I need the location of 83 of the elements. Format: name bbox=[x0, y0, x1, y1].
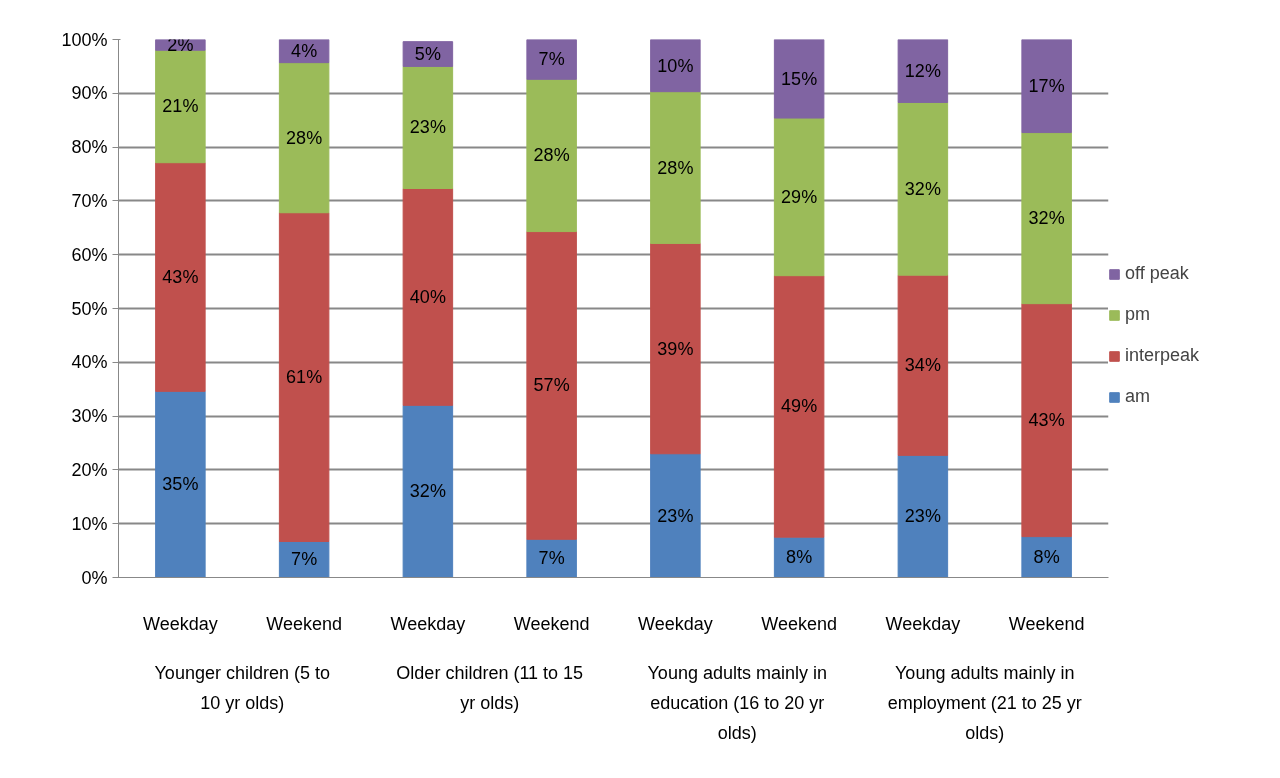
data-label: 28% bbox=[286, 127, 323, 148]
data-label: 8% bbox=[786, 547, 813, 568]
data-label: 32% bbox=[1028, 208, 1065, 229]
data-label: 23% bbox=[657, 505, 694, 526]
bar bbox=[402, 188, 454, 406]
data-label: 4% bbox=[291, 41, 318, 62]
bar bbox=[526, 78, 577, 233]
bar bbox=[526, 39, 577, 80]
bar bbox=[278, 62, 330, 214]
bar bbox=[773, 117, 825, 277]
data-label: 32% bbox=[904, 178, 941, 199]
x-tick-label: Weekend bbox=[761, 613, 837, 634]
bar bbox=[773, 39, 825, 119]
data-label: 15% bbox=[781, 68, 818, 89]
legend-label: am bbox=[1125, 386, 1151, 407]
data-label: 23% bbox=[409, 117, 446, 138]
data-label: 49% bbox=[781, 396, 818, 417]
bar bbox=[773, 275, 825, 538]
bar bbox=[402, 65, 454, 190]
data-label: 35% bbox=[162, 474, 199, 495]
bar bbox=[155, 49, 206, 164]
data-label: 57% bbox=[533, 375, 570, 396]
bar bbox=[278, 212, 330, 542]
data-label: 40% bbox=[409, 286, 446, 307]
bar bbox=[155, 162, 206, 392]
data-label: 7% bbox=[538, 548, 565, 569]
data-label: 7% bbox=[538, 49, 565, 70]
bar bbox=[897, 101, 949, 276]
bar bbox=[526, 231, 577, 540]
x-tick-label: Weekend bbox=[266, 613, 342, 634]
data-label: 7% bbox=[291, 549, 318, 570]
bar bbox=[897, 274, 949, 456]
y-tick-label: 30% bbox=[71, 406, 108, 427]
y-tick-label: 40% bbox=[71, 352, 108, 373]
y-tick-label: 10% bbox=[71, 513, 108, 534]
legend-label: pm bbox=[1125, 304, 1151, 325]
text: Young adults mainly in education (16 to 20 yr olds) bbox=[647, 662, 827, 743]
data-label: 43% bbox=[162, 267, 199, 288]
data-label: 32% bbox=[409, 481, 446, 502]
x-tick-label: Weekday bbox=[143, 613, 218, 634]
data-label: 21% bbox=[162, 96, 199, 117]
x-tick-label: Weekday bbox=[638, 613, 713, 634]
bar bbox=[1021, 39, 1072, 134]
data-label: 61% bbox=[286, 367, 323, 388]
data-label: 10% bbox=[657, 55, 694, 76]
data-label: 28% bbox=[533, 145, 570, 166]
y-tick-label: 20% bbox=[71, 459, 108, 480]
text: Older children (11 to 15 yr olds) bbox=[396, 662, 584, 713]
x-tick-label: Weekend bbox=[1008, 613, 1085, 634]
data-label: 5% bbox=[414, 44, 441, 65]
bar bbox=[897, 39, 949, 103]
data-label: 39% bbox=[657, 338, 694, 359]
bar bbox=[155, 390, 206, 578]
legend-label: interpeak bbox=[1125, 345, 1200, 366]
x-tick-label: Weekend bbox=[513, 613, 590, 634]
bar bbox=[650, 39, 701, 93]
bar bbox=[402, 404, 454, 578]
bar bbox=[650, 91, 701, 244]
y-tick-label: 100% bbox=[61, 29, 108, 50]
bar bbox=[897, 454, 949, 578]
bar bbox=[650, 453, 701, 578]
legend-label: off peak bbox=[1125, 263, 1189, 284]
data-label: 34% bbox=[904, 355, 941, 376]
text: Young adults mainly in employment (21 to 25 yr olds) bbox=[887, 662, 1082, 743]
data-label: 8% bbox=[1033, 547, 1060, 568]
y-tick-label: 0% bbox=[81, 567, 108, 588]
bar bbox=[650, 242, 701, 455]
data-label: 17% bbox=[1028, 76, 1065, 97]
data-label: 12% bbox=[904, 60, 941, 81]
y-tick-label: 80% bbox=[71, 137, 108, 158]
bar bbox=[1021, 132, 1072, 305]
bar bbox=[1021, 303, 1072, 538]
x-tick-label: Weekday bbox=[390, 613, 466, 634]
data-label: 43% bbox=[1028, 410, 1065, 431]
text: Younger children (5 to 10 yr olds) bbox=[154, 662, 330, 713]
y-tick-label: 60% bbox=[71, 244, 108, 265]
x-tick-label: Weekday bbox=[885, 613, 961, 634]
data-label: 23% bbox=[904, 506, 941, 527]
y-tick-label: 50% bbox=[71, 298, 108, 319]
y-tick-label: 70% bbox=[71, 190, 108, 211]
data-label: 29% bbox=[781, 186, 818, 207]
data-label: 28% bbox=[657, 157, 694, 178]
y-tick-label: 90% bbox=[71, 83, 108, 104]
